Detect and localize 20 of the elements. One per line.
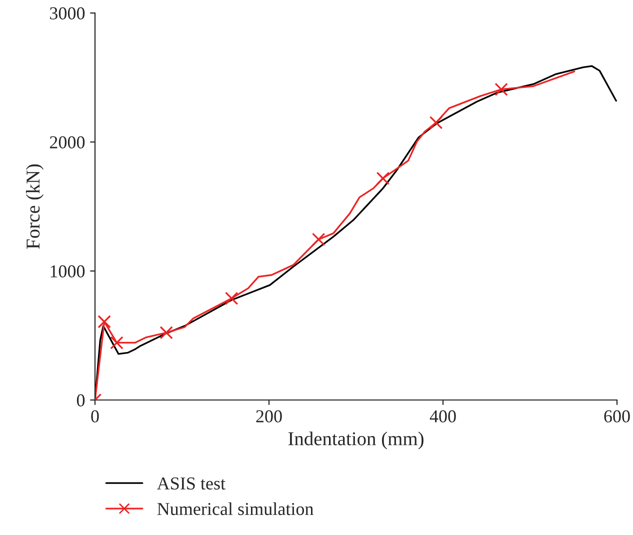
point [110,336,124,350]
y-tick-label: 0 [76,394,85,406]
x-tick-label: 400 [430,410,456,422]
point [98,315,111,328]
x-tick-label: 600 [604,410,630,422]
y-tick-label: 1000 [50,265,85,278]
point [160,326,173,340]
x-tick-label: 0 [91,410,99,422]
legend-label: ASIS test [156,477,226,490]
point [312,232,326,246]
legend-label: Numerical simulation [157,502,314,516]
x-tick-label: 200 [256,410,282,422]
x-axis-title: Indentation (mm) [288,432,424,450]
y-axis-title: Force (kN) [26,164,44,249]
y-tick-label: 3000 [50,7,85,20]
point [494,82,508,96]
point [429,116,443,130]
point [224,292,238,305]
y-tick-label: 2000 [50,136,85,148]
point [376,172,390,186]
